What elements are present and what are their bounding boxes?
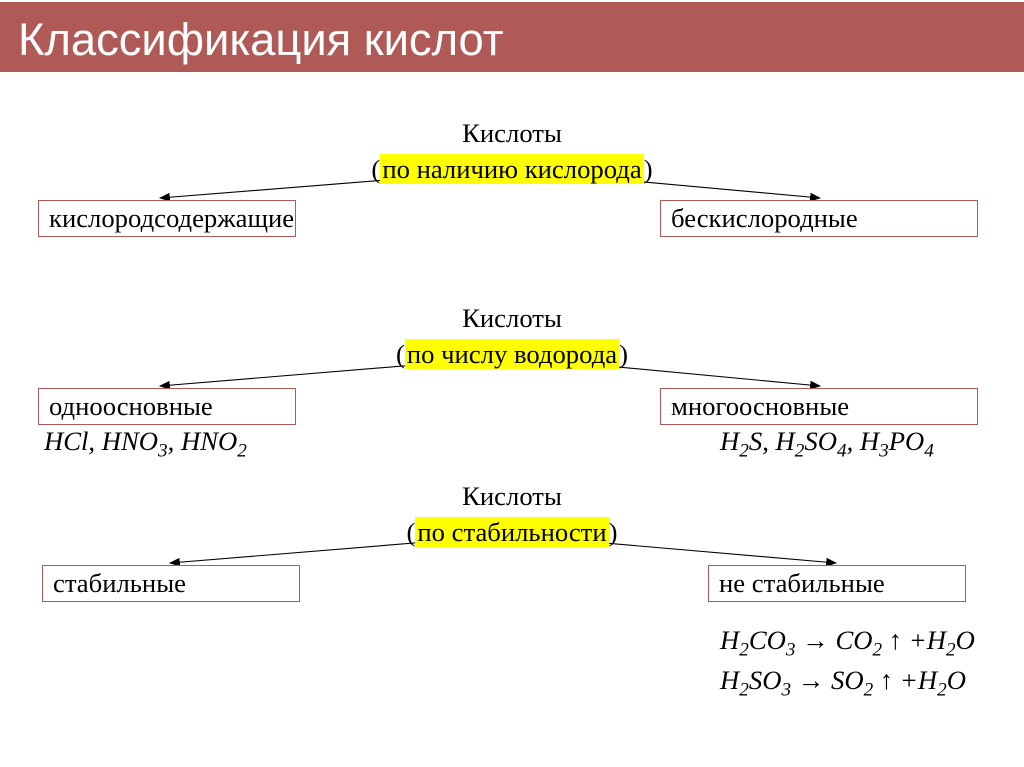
parent-line1: Кислоты [0, 115, 1024, 151]
parent-line2: (по числу водорода) [0, 336, 1024, 372]
parent-line2: (по стабильности) [0, 514, 1024, 550]
child-box-hydrogen: одноосновные [38, 388, 296, 425]
highlight: по стабильности [415, 517, 608, 547]
child-box-hydrogen: многоосновные [660, 388, 978, 425]
formula: H2S, H2SO4, H3PO4 [720, 426, 934, 462]
parent-line2: (по наличию кислорода) [0, 151, 1024, 187]
child-box-stability: не стабильные [708, 565, 966, 602]
child-box-oxygen: кислородсодержащие [38, 200, 296, 237]
title-bar: Классификация кислот [0, 0, 1024, 74]
section-parent-stability: Кислоты(по стабильности) [0, 478, 1024, 550]
formula: HCl, HNO3, HNO2 [44, 426, 247, 462]
highlight: по наличию кислорода [380, 154, 643, 184]
equation: H2SO3 → SO2 ↑ +H2O [720, 665, 966, 701]
highlight: по числу водорода [405, 339, 619, 369]
equation: H2CO3 → CO2 ↑ +H2O [720, 625, 975, 661]
child-box-oxygen: бескислородные [660, 200, 978, 237]
page-title: Классификация кислот [18, 14, 1006, 66]
parent-line1: Кислоты [0, 478, 1024, 514]
parent-line1: Кислоты [0, 300, 1024, 336]
section-parent-hydrogen: Кислоты(по числу водорода) [0, 300, 1024, 372]
child-box-stability: стабильные [42, 565, 300, 602]
section-parent-oxygen: Кислоты(по наличию кислорода) [0, 115, 1024, 187]
